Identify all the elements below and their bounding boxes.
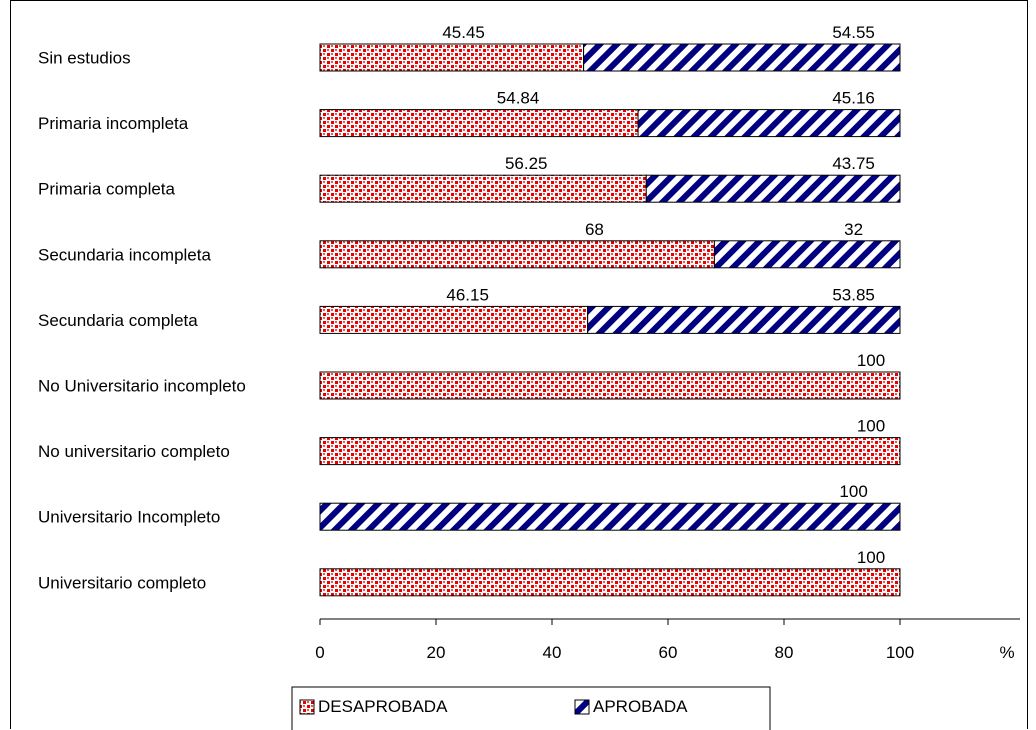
- bar-segment-aprobada: [713, 240, 901, 269]
- bar-segment-aprobada: [637, 109, 901, 138]
- legend-swatch-desaprobada: [299, 699, 315, 715]
- bar-segment-desaprobada: [319, 305, 589, 334]
- category-label: Universitario completo: [38, 573, 206, 592]
- x-axis: 0 20 40 60 80 100%: [315, 618, 1020, 662]
- category-label: No Universitario incompleto: [38, 377, 246, 396]
- legend-label-desaprobada: DESAPROBADA: [318, 697, 448, 716]
- bars-layer: [319, 43, 901, 597]
- data-label: 100: [857, 417, 885, 436]
- category-labels-layer: Sin estudios Primaria incompleta Primaria …: [38, 49, 246, 593]
- bar-segment-desaprobada: [319, 371, 901, 400]
- bar-segment-desaprobada: [319, 109, 639, 138]
- data-label: 100: [857, 548, 885, 567]
- x-tick-label: 60: [659, 643, 678, 662]
- data-label: 100: [839, 482, 867, 501]
- x-tick-label: 0: [315, 643, 324, 662]
- stacked-bar-chart: 45.45 54.55 54.84 45.16 56.25 43.75 68 32 46.15 5…: [38, 23, 1020, 730]
- category-label: Primaria completa: [38, 180, 176, 199]
- data-label: 46.15: [446, 285, 489, 304]
- category-label: Sin estudios: [38, 49, 131, 68]
- x-tick-label: 100: [886, 643, 914, 662]
- data-label: 68: [585, 220, 604, 239]
- data-label: 45.16: [832, 89, 875, 108]
- bar-segment-desaprobada: [319, 568, 901, 597]
- chart-frame: 45.45 54.55 54.84 45.16 56.25 43.75 68 32 46.15 5…: [10, 0, 1028, 730]
- data-label: 53.85: [832, 285, 875, 304]
- data-label: 100: [857, 351, 885, 370]
- bar-segment-aprobada: [319, 502, 901, 531]
- bar-segment-desaprobada: [319, 174, 647, 203]
- bar-segment-desaprobada: [319, 240, 715, 269]
- data-label: 32: [844, 220, 863, 239]
- data-label: 54.55: [832, 23, 875, 42]
- data-labels-layer: 45.45 54.55 54.84 45.16 56.25 43.75 68 32 46.15 5…: [442, 23, 885, 567]
- bar-segment-aprobada: [645, 174, 901, 203]
- data-label: 45.45: [442, 23, 485, 42]
- x-tick-label: 80: [775, 643, 794, 662]
- category-label: Primaria incompleta: [38, 114, 189, 133]
- x-tick-label: 40: [543, 643, 562, 662]
- bar-segment-desaprobada: [319, 43, 585, 72]
- bar-segment-aprobada: [587, 305, 901, 334]
- data-label: 54.84: [497, 89, 540, 108]
- bar-segment-desaprobada: [319, 437, 901, 466]
- legend-swatch-aprobada: [574, 699, 590, 715]
- category-label: Secundaria completa: [38, 311, 198, 330]
- bar-segment-aprobada: [583, 43, 901, 72]
- category-label: Universitario Incompleto: [38, 508, 220, 527]
- x-unit-label: %: [999, 643, 1014, 662]
- legend: DESAPROBADA APROBADA: [291, 686, 771, 730]
- legend-box: [291, 686, 771, 730]
- legend-label-aprobada: APROBADA: [593, 697, 688, 716]
- data-label: 43.75: [832, 154, 875, 173]
- category-label: Secundaria incompleta: [38, 245, 211, 264]
- data-label: 56.25: [505, 154, 548, 173]
- x-tick-label: 20: [427, 643, 446, 662]
- category-label: No universitario completo: [38, 442, 230, 461]
